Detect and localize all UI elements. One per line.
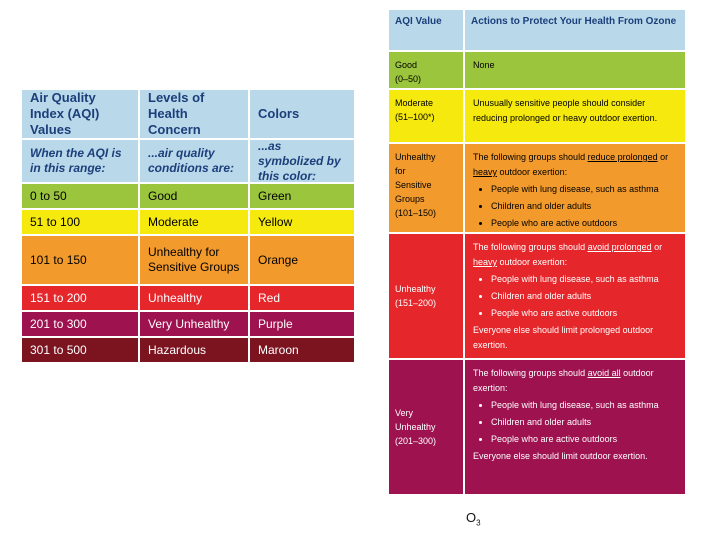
unhealthy-intro: The following groups should avoid prolon… [473,240,677,270]
very-unhealthy-bullet: Children and older adults [491,415,677,430]
good-range: (0–50) [395,74,422,84]
very-unhealthy-footer: Everyone else should limit outdoor exert… [473,451,648,461]
color-name-cell: Orange [258,252,299,267]
aqi-range-cell: 201 to 300 [22,312,140,336]
very-unhealthy-bullet: People who are active outdoors [491,432,677,447]
aqi-level-row: 201 to 300 Very Unhealthy Purple [22,312,354,336]
usg-action: The following groups should reduce prolo… [465,144,685,232]
color-name-cell: Yellow [258,215,293,229]
health-level-cell: Unhealthy for Sensitive Groups [140,236,250,284]
header-levels-of-concern: Levels of Health Concern [140,90,250,138]
header-aqi-value: AQI Value [389,10,465,50]
aqi-levels-subheader-row: When the AQI is in this range: ...air qu… [22,138,354,183]
unhealthy-action: The following groups should avoid prolon… [465,234,685,358]
ozone-row-unhealthy: Unhealthy (151–200) The following groups… [389,234,685,358]
subheader-conditions: ...air quality conditions are: [140,140,250,182]
usg-intro-text: The following groups should [473,152,588,162]
good-label: Good [395,60,418,70]
usg-intro-underline: reduce prolonged [587,152,658,162]
unhealthy-intro-underline: heavy [473,257,498,267]
usg-intro-text: outdoor exertion: [497,167,568,177]
usg-range: (101–150) [395,208,437,218]
usg-bullet: People who are active outdoors [491,216,677,231]
very-unhealthy-label-line: Very [395,408,414,418]
usg-bullet: People with lung disease, such as asthma [491,182,677,197]
usg-bullet: Children and older adults [491,199,677,214]
unhealthy-intro-text: The following groups should [473,242,588,252]
color-name-cell: Green [258,189,292,203]
usg-bullet-list: People with lung disease, such as asthma… [473,182,677,231]
aqi-level-row: 301 to 500 Hazardous Maroon [22,338,354,362]
unhealthy-bullet: Children and older adults [491,289,677,304]
very-unhealthy-range: (201–300) [395,436,437,446]
aqi-range-cell: 301 to 500 [22,338,140,362]
unhealthy-bullet: People with lung disease, such as asthma [491,272,677,287]
caption-main: O [466,510,477,525]
unhealthy-bullet: People who are active outdoors [491,306,677,321]
health-level-cell: Very Unhealthy [140,312,250,336]
ozone-actions-header-row: AQI Value Actions to Protect Your Health… [389,10,685,50]
ozone-caption: O3 [466,510,481,528]
ozone-row-usg: Unhealthy for Sensitive Groups (101–150)… [389,144,685,232]
very-unhealthy-intro-text: The following groups should [473,368,588,378]
health-level-cell: Good [140,184,250,208]
unhealthy-label: Unhealthy [395,284,436,294]
usg-label-line: Groups [395,194,425,204]
ozone-row-unhealthy-label: Unhealthy (151–200) [389,234,465,358]
very-unhealthy-intro-text: outdoor exertion: [473,368,654,393]
unhealthy-footer: Everyone else should limit prolonged out… [473,325,654,350]
unhealthy-intro-underline: avoid prolonged [587,242,652,252]
ozone-row-very-unhealthy: Very Unhealthy (201–300) The following g… [389,360,685,494]
very-unhealthy-bullet-list: People with lung disease, such as asthma… [473,398,677,447]
aqi-level-row: 151 to 200 Unhealthy Red [22,286,354,310]
moderate-range: (51–100*) [395,112,435,122]
ozone-row-usg-label: Unhealthy for Sensitive Groups (101–150) [389,144,465,232]
aqi-level-row: 51 to 100 Moderate Yellow [22,210,354,234]
unhealthy-intro-text: outdoor exertion: [497,257,568,267]
aqi-range-cell: 151 to 200 [22,286,140,310]
very-unhealthy-intro-underline: avoid all [587,368,621,378]
very-unhealthy-label-line: Unhealthy [395,422,436,432]
subheader-range: When the AQI is in this range: [22,140,140,182]
ozone-row-very-unhealthy-label: Very Unhealthy (201–300) [389,360,465,494]
unhealthy-bullet-list: People with lung disease, such as asthma… [473,272,677,321]
moderate-action: Unusually sensitive people should consid… [473,98,658,123]
unhealthy-intro-text: or [651,242,663,252]
aqi-level-row: 101 to 150 Unhealthy for Sensitive Groups… [22,236,354,284]
aqi-levels-table: Air Quality Index (AQI) Values Levels of… [22,90,354,364]
very-unhealthy-intro: The following groups should avoid all ou… [473,366,677,396]
ozone-row-good: Good (0–50) None [389,52,685,88]
color-name-cell: Red [258,291,281,305]
usg-intro-underline: heavy [473,167,498,177]
subheader-color: ...as symbolized by this color: [258,138,341,183]
usg-intro: The following groups should reduce prolo… [473,150,677,180]
header-aqi-values: Air Quality Index (AQI) Values [22,90,140,138]
moderate-label: Moderate [395,98,434,108]
usg-label-line: Unhealthy [395,152,436,162]
usg-label-line: for [395,166,406,176]
very-unhealthy-bullet: People with lung disease, such as asthma [491,398,677,413]
ozone-row-moderate: Moderate (51–100*) Unusually sensitive p… [389,90,685,142]
aqi-levels-header-row: Air Quality Index (AQI) Values Levels of… [22,90,354,138]
health-level-cell: Unhealthy [140,286,250,310]
unhealthy-range: (151–200) [395,298,437,308]
usg-intro-text: or [657,152,669,162]
color-name-cell: Maroon [258,343,299,357]
aqi-level-row: 0 to 50 Good Green [22,184,354,208]
caption-subscript: 3 [476,518,481,528]
very-unhealthy-action: The following groups should avoid all ou… [465,360,685,494]
usg-label-line: Sensitive [395,180,432,190]
header-colors: Colors [258,106,300,121]
health-level-cell: Moderate [140,210,250,234]
aqi-range-cell: 101 to 150 [22,236,140,284]
health-level-cell: Hazardous [140,338,250,362]
ozone-actions-table: AQI Value Actions to Protect Your Health… [389,10,685,496]
ozone-row-moderate-label: Moderate (51–100*) [389,90,465,142]
good-action: None [473,60,495,70]
aqi-range-cell: 51 to 100 [22,210,140,234]
aqi-range-cell: 0 to 50 [22,184,140,208]
color-name-cell: Purple [258,317,293,331]
ozone-row-good-label: Good (0–50) [389,52,465,88]
header-actions: Actions to Protect Your Health From Ozon… [471,16,677,27]
